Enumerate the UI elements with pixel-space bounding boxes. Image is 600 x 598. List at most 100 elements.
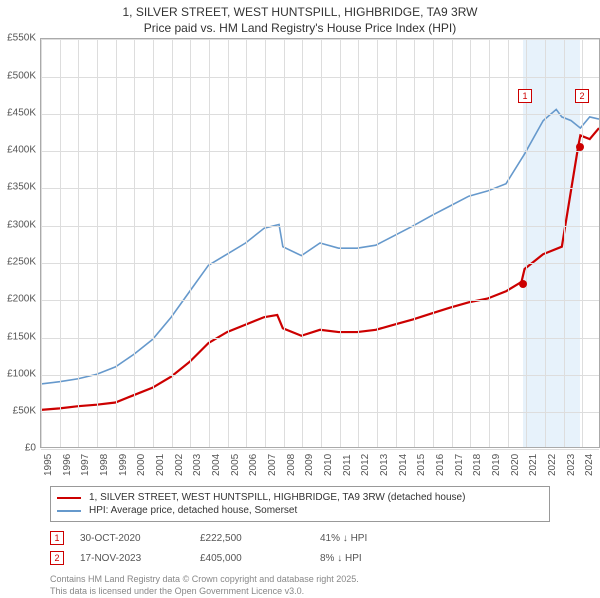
x-tick-label: 2006 bbox=[248, 454, 259, 476]
y-tick-label: £250K bbox=[7, 257, 36, 268]
x-tick-label: 2015 bbox=[416, 454, 427, 476]
legend-row-hpi: HPI: Average price, detached house, Some… bbox=[57, 504, 543, 517]
grid-v bbox=[564, 39, 565, 447]
sale-marker-1: 1 bbox=[50, 531, 64, 545]
grid-v bbox=[284, 39, 285, 447]
grid-v bbox=[489, 39, 490, 447]
x-tick-label: 1999 bbox=[118, 454, 129, 476]
grid-v bbox=[41, 39, 42, 447]
grid-h bbox=[41, 39, 599, 40]
y-tick-label: £500K bbox=[7, 70, 36, 81]
footer-line-1: Contains HM Land Registry data © Crown c… bbox=[50, 574, 600, 586]
x-tick-label: 2003 bbox=[192, 454, 203, 476]
grid-h bbox=[41, 114, 599, 115]
legend-swatch-hpi bbox=[57, 510, 81, 512]
grid-v bbox=[321, 39, 322, 447]
title-line-2: Price paid vs. HM Land Registry's House … bbox=[0, 20, 600, 36]
grid-v bbox=[134, 39, 135, 447]
grid-h bbox=[41, 77, 599, 78]
grid-h bbox=[41, 188, 599, 189]
y-tick-label: £550K bbox=[7, 33, 36, 44]
x-tick-label: 2020 bbox=[510, 454, 521, 476]
y-tick-label: £100K bbox=[7, 368, 36, 379]
x-tick-label: 2023 bbox=[566, 454, 577, 476]
x-tick-label: 2002 bbox=[174, 454, 185, 476]
grid-v bbox=[116, 39, 117, 447]
x-tick-label: 2016 bbox=[435, 454, 446, 476]
y-tick-label: £150K bbox=[7, 331, 36, 342]
grid-v bbox=[246, 39, 247, 447]
legend: 1, SILVER STREET, WEST HUNTSPILL, HIGHBR… bbox=[50, 486, 550, 522]
sale-date-1: 30-OCT-2020 bbox=[80, 533, 200, 544]
footer-line-2: This data is licensed under the Open Gov… bbox=[50, 586, 600, 598]
x-tick-label: 2022 bbox=[547, 454, 558, 476]
x-tick-label: 2018 bbox=[472, 454, 483, 476]
grid-h bbox=[41, 412, 599, 413]
x-tick-label: 2009 bbox=[304, 454, 315, 476]
grid-v bbox=[302, 39, 303, 447]
grid-v bbox=[60, 39, 61, 447]
grid-v bbox=[545, 39, 546, 447]
legend-label-hpi: HPI: Average price, detached house, Some… bbox=[89, 505, 297, 516]
y-tick-label: £200K bbox=[7, 294, 36, 305]
x-tick-label: 2024 bbox=[584, 454, 595, 476]
title-line-1: 1, SILVER STREET, WEST HUNTSPILL, HIGHBR… bbox=[0, 4, 600, 20]
grid-v bbox=[340, 39, 341, 447]
grid-v bbox=[78, 39, 79, 447]
grid-v bbox=[452, 39, 453, 447]
grid-v bbox=[209, 39, 210, 447]
x-tick-label: 2021 bbox=[528, 454, 539, 476]
sale-point-1 bbox=[519, 280, 527, 288]
x-tick-label: 2008 bbox=[286, 454, 297, 476]
x-tick-label: 1997 bbox=[80, 454, 91, 476]
grid-v bbox=[228, 39, 229, 447]
x-tick-label: 2013 bbox=[379, 454, 390, 476]
x-tick-label: 2012 bbox=[360, 454, 371, 476]
x-tick-label: 2017 bbox=[454, 454, 465, 476]
sale-marker-2: 2 bbox=[50, 551, 64, 565]
grid-v bbox=[508, 39, 509, 447]
y-tick-label: £50K bbox=[13, 406, 36, 417]
sale-delta-2: 8% ↓ HPI bbox=[320, 553, 440, 564]
y-tick-label: £300K bbox=[7, 219, 36, 230]
sale-date-2: 17-NOV-2023 bbox=[80, 553, 200, 564]
x-tick-label: 1996 bbox=[62, 454, 73, 476]
grid-v bbox=[358, 39, 359, 447]
sale-price-2: £405,000 bbox=[200, 553, 320, 564]
grid-v bbox=[97, 39, 98, 447]
x-tick-label: 2001 bbox=[155, 454, 166, 476]
x-axis-labels: 1995199619971998199920002001200220032004… bbox=[40, 448, 600, 478]
x-tick-label: 2007 bbox=[267, 454, 278, 476]
chart-lines bbox=[41, 39, 599, 447]
grid-h bbox=[41, 375, 599, 376]
x-tick-label: 2010 bbox=[323, 454, 334, 476]
chart-marker-2: 2 bbox=[575, 89, 589, 103]
y-tick-label: £350K bbox=[7, 182, 36, 193]
x-tick-label: 2019 bbox=[491, 454, 502, 476]
y-tick-label: £0 bbox=[25, 443, 36, 454]
grid-v bbox=[153, 39, 154, 447]
sales-table: 1 30-OCT-2020 £222,500 41% ↓ HPI 2 17-NO… bbox=[50, 528, 600, 568]
grid-v bbox=[190, 39, 191, 447]
y-tick-label: £400K bbox=[7, 145, 36, 156]
y-tick-label: £450K bbox=[7, 107, 36, 118]
grid-v bbox=[414, 39, 415, 447]
x-tick-label: 2005 bbox=[230, 454, 241, 476]
x-tick-label: 2000 bbox=[136, 454, 147, 476]
series-property bbox=[41, 128, 599, 410]
legend-label-property: 1, SILVER STREET, WEST HUNTSPILL, HIGHBR… bbox=[89, 492, 465, 503]
x-tick-label: 1998 bbox=[99, 454, 110, 476]
grid-v bbox=[433, 39, 434, 447]
grid-v bbox=[265, 39, 266, 447]
x-tick-label: 2014 bbox=[398, 454, 409, 476]
grid-v bbox=[396, 39, 397, 447]
sale-row-1: 1 30-OCT-2020 £222,500 41% ↓ HPI bbox=[50, 528, 600, 548]
footer: Contains HM Land Registry data © Crown c… bbox=[50, 574, 600, 597]
y-axis-labels: £0£50K£100K£150K£200K£250K£300K£350K£400… bbox=[0, 38, 40, 448]
sale-point-2 bbox=[576, 143, 584, 151]
grid-h bbox=[41, 151, 599, 152]
grid-h bbox=[41, 300, 599, 301]
sale-row-2: 2 17-NOV-2023 £405,000 8% ↓ HPI bbox=[50, 548, 600, 568]
sale-price-1: £222,500 bbox=[200, 533, 320, 544]
chart-title-block: 1, SILVER STREET, WEST HUNTSPILL, HIGHBR… bbox=[0, 0, 600, 38]
